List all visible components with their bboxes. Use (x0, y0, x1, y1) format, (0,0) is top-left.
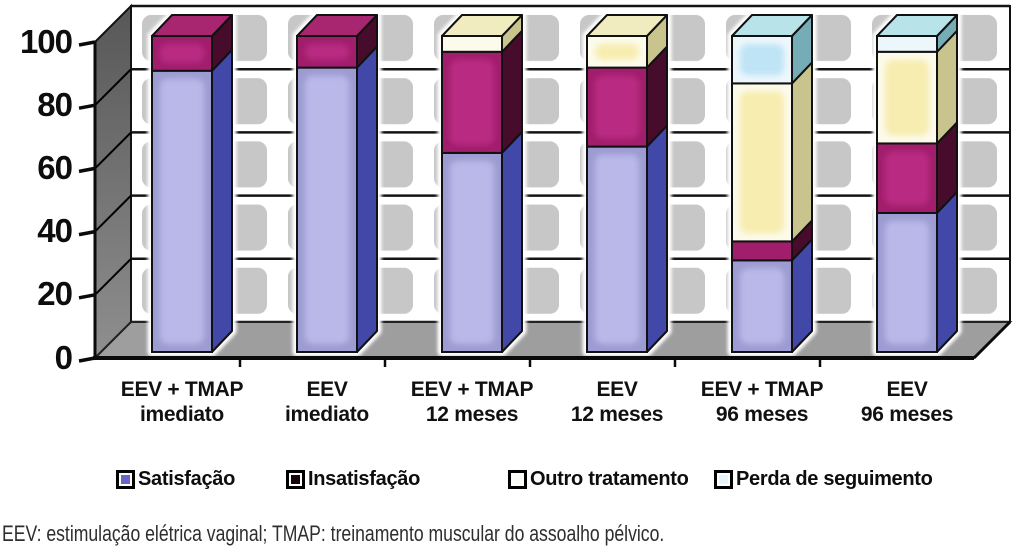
bars-layer (147, 10, 962, 357)
legend-swatch-insatisfacao (286, 470, 305, 489)
legend-label: Outro tratamento (530, 468, 689, 490)
left-wall (94, 3, 132, 361)
y-tick-label-60: 60 (37, 149, 73, 186)
footnote: EEV: estimulação elétrica vaginal; TMAP:… (2, 521, 665, 546)
y-tick-label-0: 0 (54, 339, 73, 376)
category-line1: EEV + TMAP (700, 378, 824, 401)
category-label: EEV + TMAP 12 meses (387, 377, 557, 427)
category-line2: 96 meses (860, 403, 954, 426)
legend-item-outro-tratamento: Outro tratamento (508, 468, 689, 491)
axis-lines (78, 40, 1012, 367)
legend-label: Insatisfação (308, 468, 421, 490)
legend-item-satisfacao: Satisfação (116, 468, 235, 491)
legend: Satisfação Insatisfação Outro tratamento… (0, 468, 1024, 498)
category-line1: EEV + TMAP (120, 378, 244, 401)
y-axis-ticks (78, 40, 96, 363)
legend-swatch-perda-de-seguimento (714, 470, 733, 489)
category-label: EEV imediato (242, 377, 412, 427)
legend-label: Perda de seguimento (736, 468, 933, 490)
category-label: EEV 96 meses (822, 377, 992, 427)
category-line2: imediato (285, 403, 369, 426)
category-label: EEV + TMAP 96 meses (677, 377, 847, 427)
legend-item-perda-de-seguimento: Perda de seguimento (714, 468, 933, 491)
y-tick-label-20: 20 (37, 275, 73, 312)
y-tick-label-100: 100 (19, 23, 73, 60)
category-line1: EEV (596, 378, 638, 401)
legend-item-insatisfacao: Insatisfação (286, 468, 420, 491)
back-wall (130, 4, 1011, 324)
category-line1: EEV + TMAP (410, 378, 534, 401)
category-label: EEV 12 meses (532, 377, 702, 427)
category-label: EEV + TMAP imediato (97, 377, 267, 427)
category-line1: EEV (306, 378, 348, 401)
category-line2: imediato (140, 403, 224, 426)
y-tick-label-80: 80 (37, 86, 73, 123)
y-tick-label-40: 40 (37, 212, 73, 249)
legend-label: Satisfação (138, 468, 236, 490)
category-line2: 96 meses (715, 403, 809, 426)
category-line1: EEV (886, 378, 928, 401)
legend-swatch-satisfacao (116, 470, 135, 489)
legend-swatch-outro-tratamento (508, 470, 527, 489)
x-axis-ticks (238, 358, 822, 367)
category-line2: 12 meses (570, 403, 664, 426)
category-line2: 12 meses (425, 403, 519, 426)
